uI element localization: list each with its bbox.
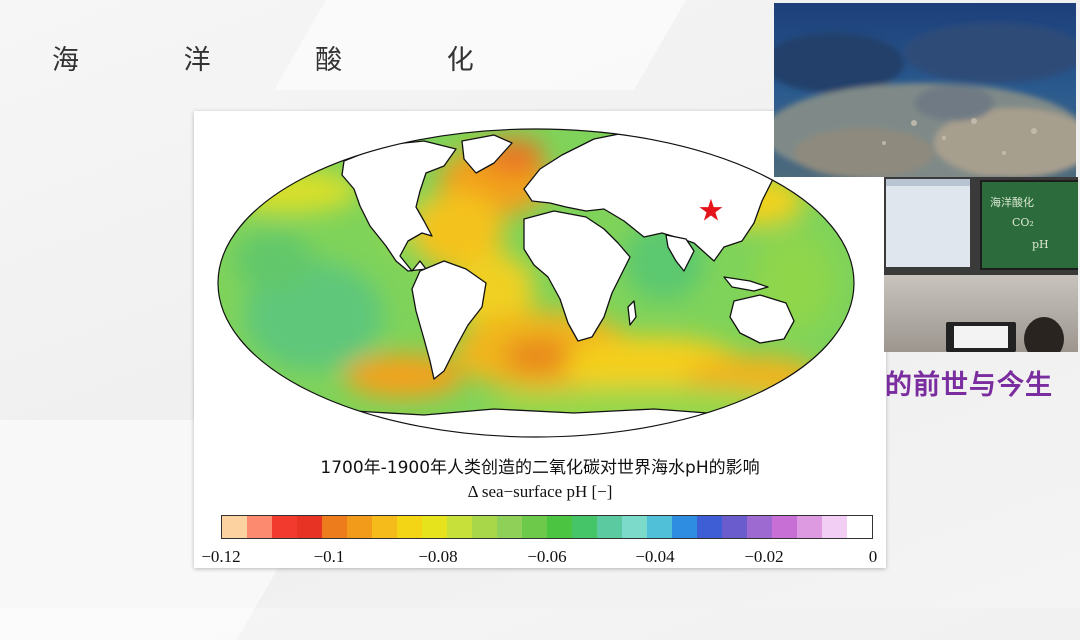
video-thumbnail-underwater[interactable] (774, 3, 1076, 177)
colorbar-swatch (622, 516, 647, 538)
landmass-indonesia (723, 276, 769, 292)
chalk-text: 海洋酸化 (990, 196, 1034, 209)
classroom-projector-screen (886, 179, 970, 267)
colorbar-tick-label: −0.06 (527, 547, 567, 566)
landmass-greenland (461, 134, 513, 174)
colorbar-swatch (472, 516, 497, 538)
colorbar-tick-label: −0.12 (201, 547, 241, 566)
slide-title: 海 洋 酸 化 (52, 45, 522, 76)
colorbar-swatch (222, 516, 247, 538)
colorbar-swatch (747, 516, 772, 538)
colorbar-swatch (797, 516, 822, 538)
colorbar-tick-label: −0.1 (313, 547, 345, 566)
colorbar-tick-label: −0.02 (744, 547, 784, 566)
colorbar-swatch (497, 516, 522, 538)
colorbar-tick-label: 0 (868, 547, 878, 566)
figure-caption: 1700年-1900年人类创造的二氧化碳对世界海水pH的影响 (320, 458, 760, 478)
underwater-reef-image (774, 3, 1076, 177)
colorbar-swatch (597, 516, 622, 538)
colorbar-label: Δ sea−surface pH [−] (467, 482, 613, 501)
colorbar-swatch (722, 516, 747, 538)
landmass-madagascar (627, 300, 637, 326)
landmass-antarctica (218, 408, 854, 437)
colorbar-swatch (272, 516, 297, 538)
colorbar-swatch (697, 516, 722, 538)
landmass-australia (729, 294, 795, 344)
colorbar-swatch (447, 516, 472, 538)
colorbar-swatch (322, 516, 347, 538)
monitor-screen (954, 326, 1008, 348)
colorbar-swatch (647, 516, 672, 538)
map-border (217, 128, 855, 438)
colorbar-swatch (422, 516, 447, 538)
colorbar-swatch (347, 516, 372, 538)
slide-subtitle: 的前世与今生 (885, 370, 1053, 401)
colorbar-swatch (547, 516, 572, 538)
video-thumbnail-classroom[interactable]: 海洋酸化 CO₂ pH (884, 177, 1078, 352)
colorbar-swatch (397, 516, 422, 538)
world-map: ★ (217, 128, 855, 438)
landmass-india (665, 234, 695, 272)
colorbar-swatch (847, 516, 872, 538)
classroom-chalkboard: 海洋酸化 CO₂ pH (980, 180, 1078, 270)
landmass-north-america (341, 140, 457, 272)
chalk-text: pH (1032, 238, 1049, 251)
colorbar-swatch (772, 516, 797, 538)
colorbar-swatch (822, 516, 847, 538)
student-head (1024, 317, 1064, 352)
colorbar-swatch (572, 516, 597, 538)
colorbar (221, 515, 873, 539)
chalk-text: CO₂ (1012, 216, 1034, 229)
landmass-africa (523, 210, 631, 342)
landmass-south-america (411, 260, 487, 380)
colorbar-tick-label: −0.04 (635, 547, 675, 566)
colorbar-tick-label: −0.08 (418, 547, 458, 566)
colorbar-swatch (672, 516, 697, 538)
colorbar-swatch (247, 516, 272, 538)
ph-change-map-figure: ★ 1700年-1900年人类创造的二氧化碳对世界海水pH的影响 Δ sea−s… (194, 111, 886, 568)
red-star-icon: ★ (698, 194, 725, 229)
colorbar-swatch (522, 516, 547, 538)
colorbar-swatch (297, 516, 322, 538)
colorbar-swatch (372, 516, 397, 538)
